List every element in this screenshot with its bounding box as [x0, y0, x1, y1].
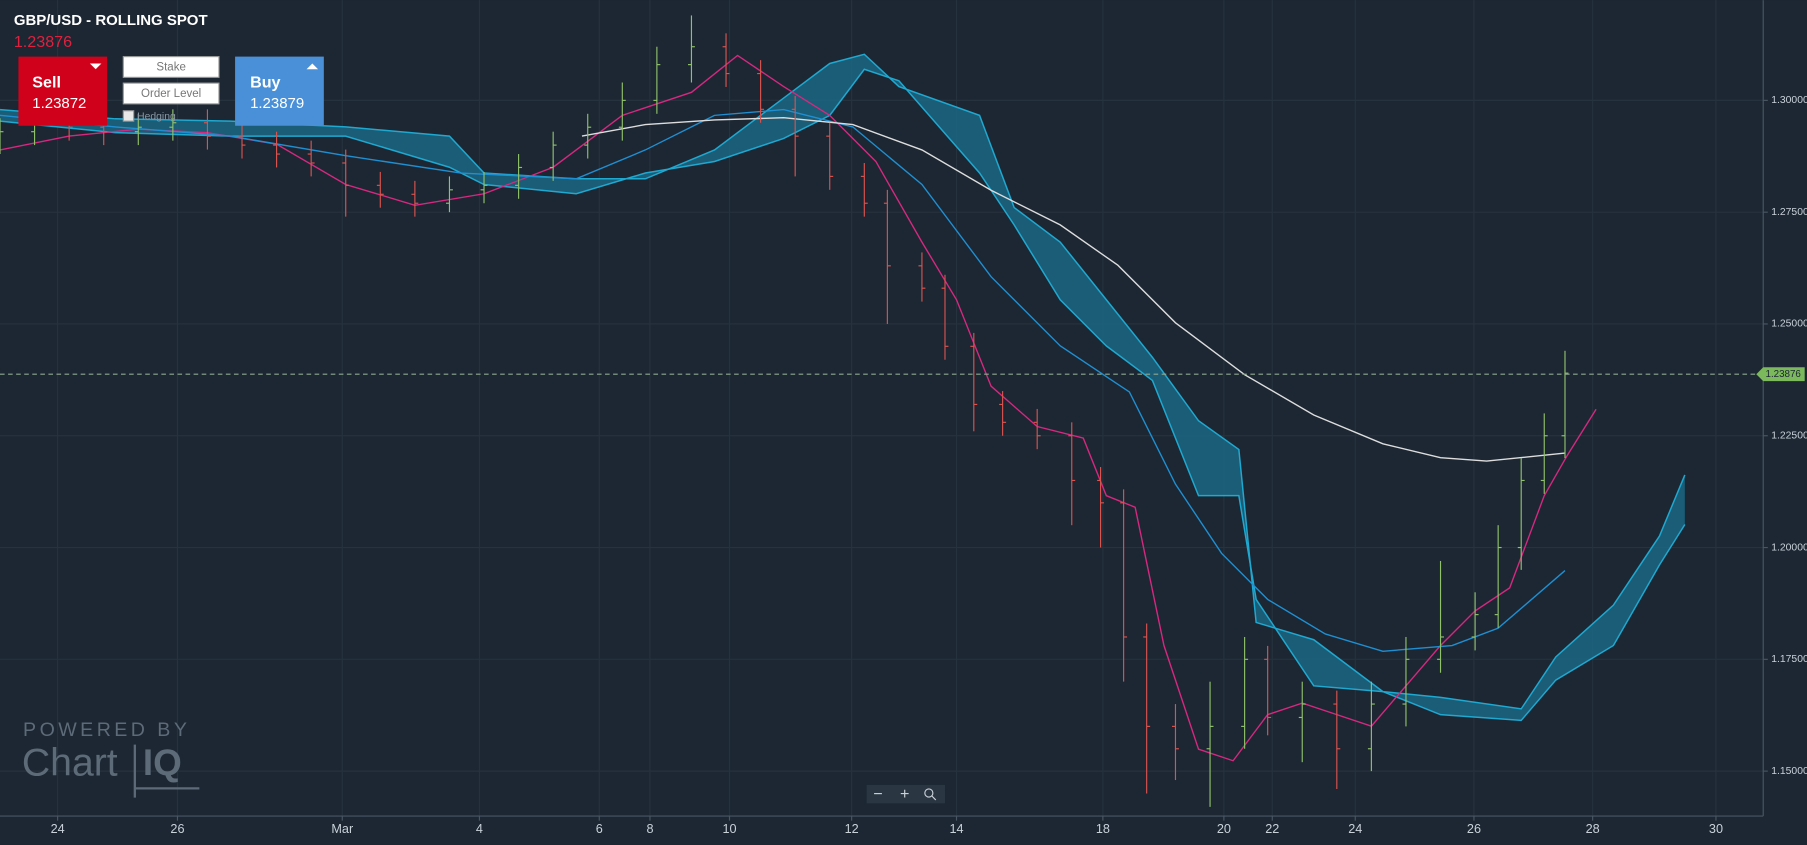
cloud-upper — [0, 53, 1686, 710]
x-tick-label: 26 — [1467, 822, 1481, 836]
buy-label[interactable]: Buy — [250, 73, 280, 91]
x-tick-label: 22 — [1265, 822, 1279, 836]
sell-price[interactable]: 1.23872 — [32, 95, 86, 112]
indicator-line — [0, 108, 1566, 652]
order-level-box[interactable] — [122, 82, 220, 105]
x-tick-label: 6 — [596, 822, 603, 836]
sell-arrow[interactable] — [89, 63, 102, 70]
x-tick-label: 10 — [722, 822, 736, 836]
y-tick-label: 1.15000 — [1771, 766, 1807, 777]
current-price-tag — [1756, 367, 1805, 382]
zoom-control: − + — [866, 784, 945, 804]
x-tick-label: 30 — [1709, 822, 1723, 836]
x-tick-label: 20 — [1217, 822, 1231, 836]
x-tick-label: 18 — [1096, 822, 1110, 836]
y-tick-label: 1.20000 — [1771, 542, 1807, 553]
magnifier-lens[interactable] — [924, 788, 934, 798]
trade-panel: GBP/USD - ROLLING SPOT 1.23876 Sell 1.23… — [14, 12, 324, 126]
watermark-right: IQ — [143, 742, 182, 783]
cloud-lower — [0, 68, 1686, 722]
y-tick-label: 1.27500 — [1771, 207, 1807, 218]
sell-button[interactable]: Sell 1.23872 — [18, 56, 108, 126]
sell-label[interactable]: Sell — [32, 73, 61, 91]
zoom-reset[interactable] — [924, 788, 937, 801]
x-tick-label: 4 — [476, 822, 483, 836]
zoom-bar — [866, 784, 945, 804]
x-tick-label: 24 — [51, 822, 65, 836]
zoom-out[interactable]: − — [873, 785, 882, 803]
order-level-input[interactable]: Order Level — [122, 82, 220, 105]
instrument-title: GBP/USD - ROLLING SPOT — [14, 12, 208, 29]
y-tick-label: 1.22500 — [1771, 430, 1807, 441]
zoom-in[interactable]: + — [900, 785, 909, 803]
buy-button[interactable]: Buy 1.23879 — [235, 56, 324, 126]
x-tick-label: 26 — [170, 822, 184, 836]
stake-placeholder[interactable]: Stake — [156, 62, 185, 74]
x-tick-label: 12 — [845, 822, 859, 836]
x-tick-label: 24 — [1348, 822, 1362, 836]
stake-box[interactable] — [122, 56, 220, 78]
buy-arrow[interactable] — [306, 63, 319, 70]
watermark: POWERED BY Chart IQ — [22, 719, 200, 798]
order-level-placeholder[interactable]: Order Level — [141, 88, 201, 100]
y-tick-label: 1.25000 — [1771, 319, 1807, 330]
x-tick-label: Mar — [331, 822, 353, 836]
checkbox[interactable] — [122, 110, 135, 122]
x-tick-label: 28 — [1586, 822, 1600, 836]
current-price-label: 1.23876 — [1766, 369, 1802, 380]
stake-input[interactable]: Stake — [122, 56, 220, 78]
x-tick-label: 8 — [646, 822, 653, 836]
indicator-line — [0, 54, 1597, 762]
header-price: 1.23876 — [14, 33, 72, 51]
cloud-fill — [0, 54, 1685, 721]
x-tick-label: 14 — [949, 822, 963, 836]
hedging-checkbox[interactable]: Hedging — [122, 110, 176, 122]
y-tick-label: 1.30000 — [1771, 95, 1807, 106]
magnifier-handle[interactable] — [931, 795, 937, 801]
buy-price[interactable]: 1.23879 — [250, 95, 304, 112]
watermark-left: Chart — [22, 742, 118, 785]
watermark-top: POWERED BY — [23, 719, 190, 741]
y-tick-label: 1.17500 — [1771, 654, 1807, 665]
indicator-line — [581, 117, 1566, 462]
sell-box[interactable] — [18, 56, 108, 126]
hedging-label[interactable]: Hedging — [137, 111, 176, 122]
